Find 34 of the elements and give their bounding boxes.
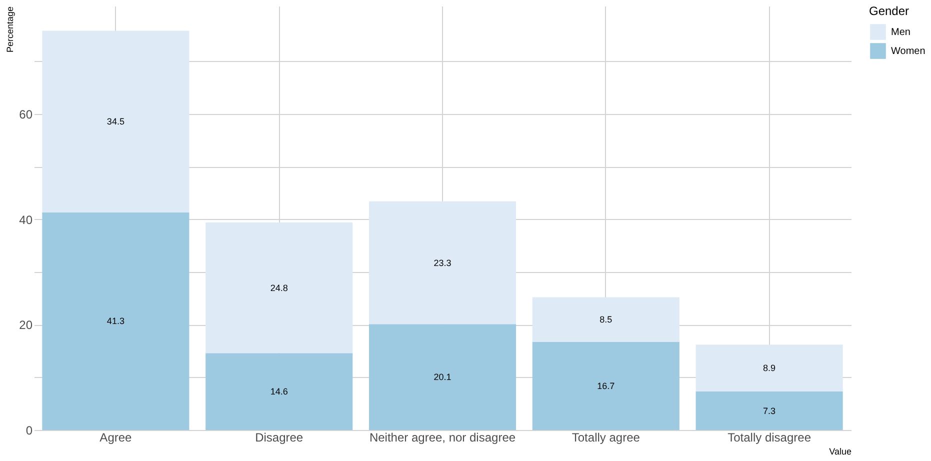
data-label: 8.5 [600,314,612,325]
x-tick-label: Disagree [255,430,304,444]
bar [696,344,843,392]
y-tick-label: 20 [19,318,33,332]
bar [532,297,680,342]
bar [368,324,516,430]
data-label: 34.5 [106,116,124,127]
data-label: 23.3 [434,258,452,268]
bar [532,342,680,430]
y-tick-label: 40 [19,212,33,227]
data-label: 8.9 [763,363,776,374]
bar [696,392,843,430]
data-label: 24.8 [270,282,288,293]
legend-label: Men [891,27,910,38]
y-tick-label: 0 [26,424,33,438]
legend-label: Women [891,46,926,57]
bar [42,30,190,212]
bar [42,212,190,430]
data-label: 20.1 [434,372,452,382]
y-tick-label: 60 [19,107,33,122]
data-label: 7.3 [763,406,776,416]
data-label: 16.7 [597,381,615,392]
bar [206,353,353,430]
bar [368,201,516,324]
x-tick-label: Totally disagree [728,430,812,444]
legend-title: Gender [869,4,910,18]
x-tick-label: Agree [100,430,132,444]
y-axis-title: Percentage [5,6,16,53]
bar [206,222,353,354]
x-axis-title: Value [829,446,852,456]
x-tick-label: Totally agree [572,430,640,444]
x-tick-label: Neither agree, nor disagree [369,430,516,444]
data-label: 41.3 [106,316,124,326]
data-label: 14.6 [270,386,288,397]
